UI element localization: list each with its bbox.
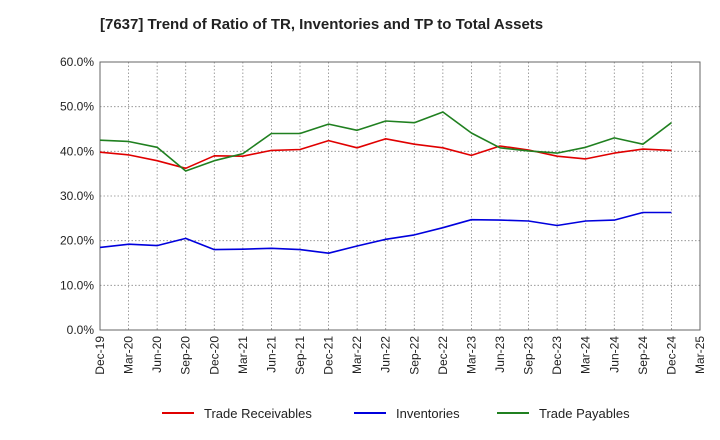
x-tick-label: Mar-23 bbox=[464, 336, 478, 374]
x-tick-label: Mar-25 bbox=[693, 336, 707, 374]
x-tick-label: Dec-19 bbox=[93, 336, 107, 375]
grid bbox=[100, 62, 700, 330]
x-tick-label: Dec-23 bbox=[550, 336, 564, 375]
x-tick-label: Dec-22 bbox=[436, 336, 450, 375]
x-tick-label: Dec-20 bbox=[207, 336, 221, 375]
y-tick-label: 10.0% bbox=[60, 278, 94, 292]
x-tick-label: Jun-21 bbox=[264, 336, 278, 373]
x-tick-label: Jun-22 bbox=[379, 336, 393, 373]
series-lines bbox=[99, 111, 672, 254]
x-tick-label: Dec-24 bbox=[664, 336, 678, 375]
y-tick-label: 60.0% bbox=[60, 55, 94, 69]
y-tick-label: 30.0% bbox=[60, 189, 94, 203]
series-line-trade-payables bbox=[99, 111, 672, 172]
series-line-trade-receivables bbox=[99, 138, 672, 170]
y-tick-label: 50.0% bbox=[60, 100, 94, 114]
x-tick-label: Sep-21 bbox=[293, 336, 307, 375]
y-axis-ticks: 0.0% 10.0% 20.0% 30.0% 40.0% 50.0% 60.0% bbox=[60, 55, 94, 337]
legend-label-trade-payables: Trade Payables bbox=[539, 406, 630, 421]
series-line-inventories bbox=[99, 211, 672, 254]
x-tick-label: Jun-20 bbox=[150, 336, 164, 373]
x-axis-ticks: Dec-19 Mar-20 Jun-20 Sep-20 Dec-20 Mar-21 Jun-… bbox=[93, 336, 707, 375]
legend-label-inventories: Inventories bbox=[396, 406, 460, 421]
x-tick-label: Dec-21 bbox=[322, 336, 336, 375]
y-tick-label: 0.0% bbox=[67, 323, 95, 337]
x-tick-label: Jun-23 bbox=[493, 336, 507, 373]
x-tick-label: Mar-21 bbox=[236, 336, 250, 374]
y-tick-label: 40.0% bbox=[60, 144, 94, 158]
legend: Trade Receivables Inventories Trade Payabl… bbox=[162, 406, 630, 421]
x-tick-label: Mar-20 bbox=[122, 336, 136, 374]
x-tick-label: Sep-20 bbox=[179, 336, 193, 375]
x-tick-label: Mar-24 bbox=[579, 336, 593, 374]
y-tick-label: 20.0% bbox=[60, 234, 94, 248]
x-tick-label: Sep-24 bbox=[636, 336, 650, 375]
x-tick-label: Mar-22 bbox=[350, 336, 364, 374]
x-tick-label: Sep-22 bbox=[407, 336, 421, 375]
chart-title: [7637] Trend of Ratio of TR, Inventories… bbox=[100, 16, 543, 33]
plot-area bbox=[99, 61, 701, 331]
x-tick-label: Sep-23 bbox=[522, 336, 536, 375]
x-tick-label: Jun-24 bbox=[607, 336, 621, 373]
legend-label-trade-receivables: Trade Receivables bbox=[204, 406, 312, 421]
